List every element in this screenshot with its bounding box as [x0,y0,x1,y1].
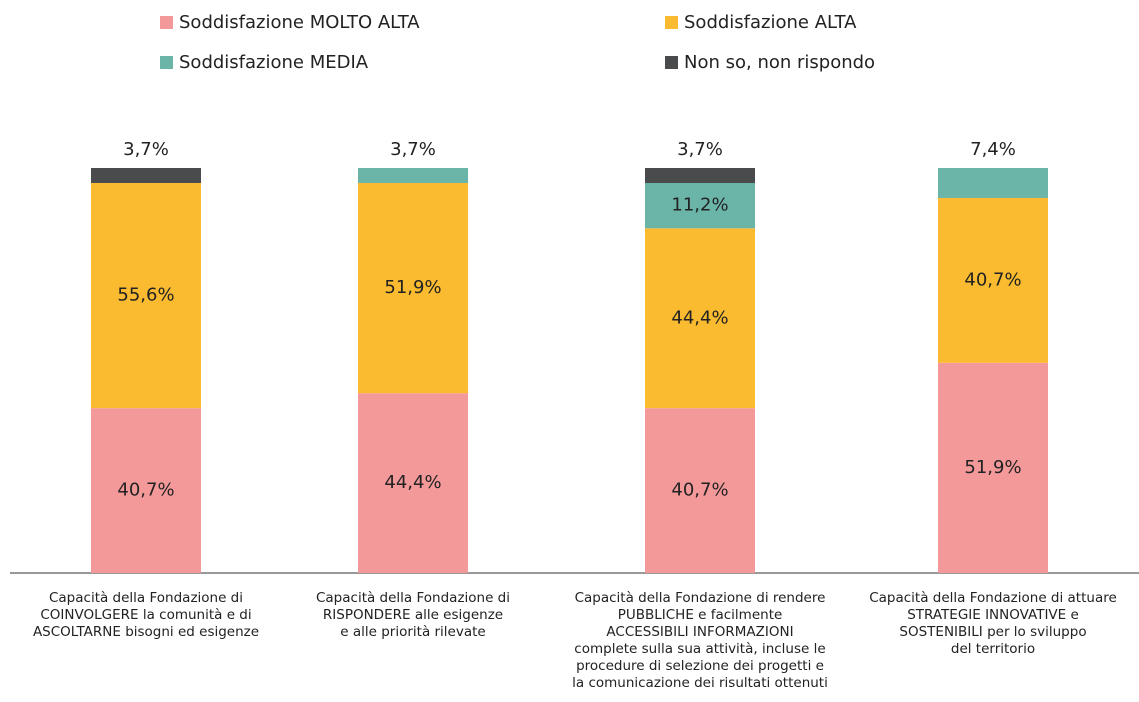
bar-segment [358,393,468,573]
legend-label: Soddisfazione MOLTO ALTA [179,12,420,33]
value-label: 44,4% [384,472,441,493]
value-label: 55,6% [117,285,174,306]
bar-segment [91,408,201,573]
bar-segment [645,168,755,183]
value-label: 44,4% [671,307,728,328]
legend-swatch [160,56,173,69]
bar-segment [938,197,1048,363]
legend-swatch [665,16,678,29]
bar-segment [358,168,468,183]
bar-segment [91,168,201,183]
x-tick-label: Capacità della Fondazione di attuare STR… [869,590,1117,657]
legend-swatch [665,56,678,69]
value-label: 51,9% [964,457,1021,478]
value-label: 40,7% [117,480,174,501]
bar-segment [938,362,1048,573]
legend-label: Soddisfazione MEDIA [179,52,369,73]
legend-swatch [160,16,173,29]
x-tick-label: Capacità della Fondazione di COINVOLGERE… [32,590,260,640]
bar-segment [645,408,755,573]
value-label: 11,2% [671,195,728,216]
bar-segment [645,228,755,409]
x-tick-label: Capacità della Fondazione di RISPONDERE … [315,590,511,640]
value-label: 7,4% [970,139,1016,160]
value-label: 51,9% [384,277,441,298]
value-label: 3,7% [677,139,723,160]
bar-segment [91,182,201,409]
legend-label: Non so, non rispondo [684,52,875,73]
bar-segment [358,182,468,394]
bar-segment [938,168,1048,198]
legend-label: Soddisfazione ALTA [684,12,857,33]
value-label: 3,7% [123,139,169,160]
value-label: 40,7% [964,269,1021,290]
x-tick-label: Capacità della Fondazione di rendere PUB… [572,590,828,691]
bar-segment [645,182,755,229]
value-label: 40,7% [671,480,728,501]
value-label: 3,7% [390,139,436,160]
